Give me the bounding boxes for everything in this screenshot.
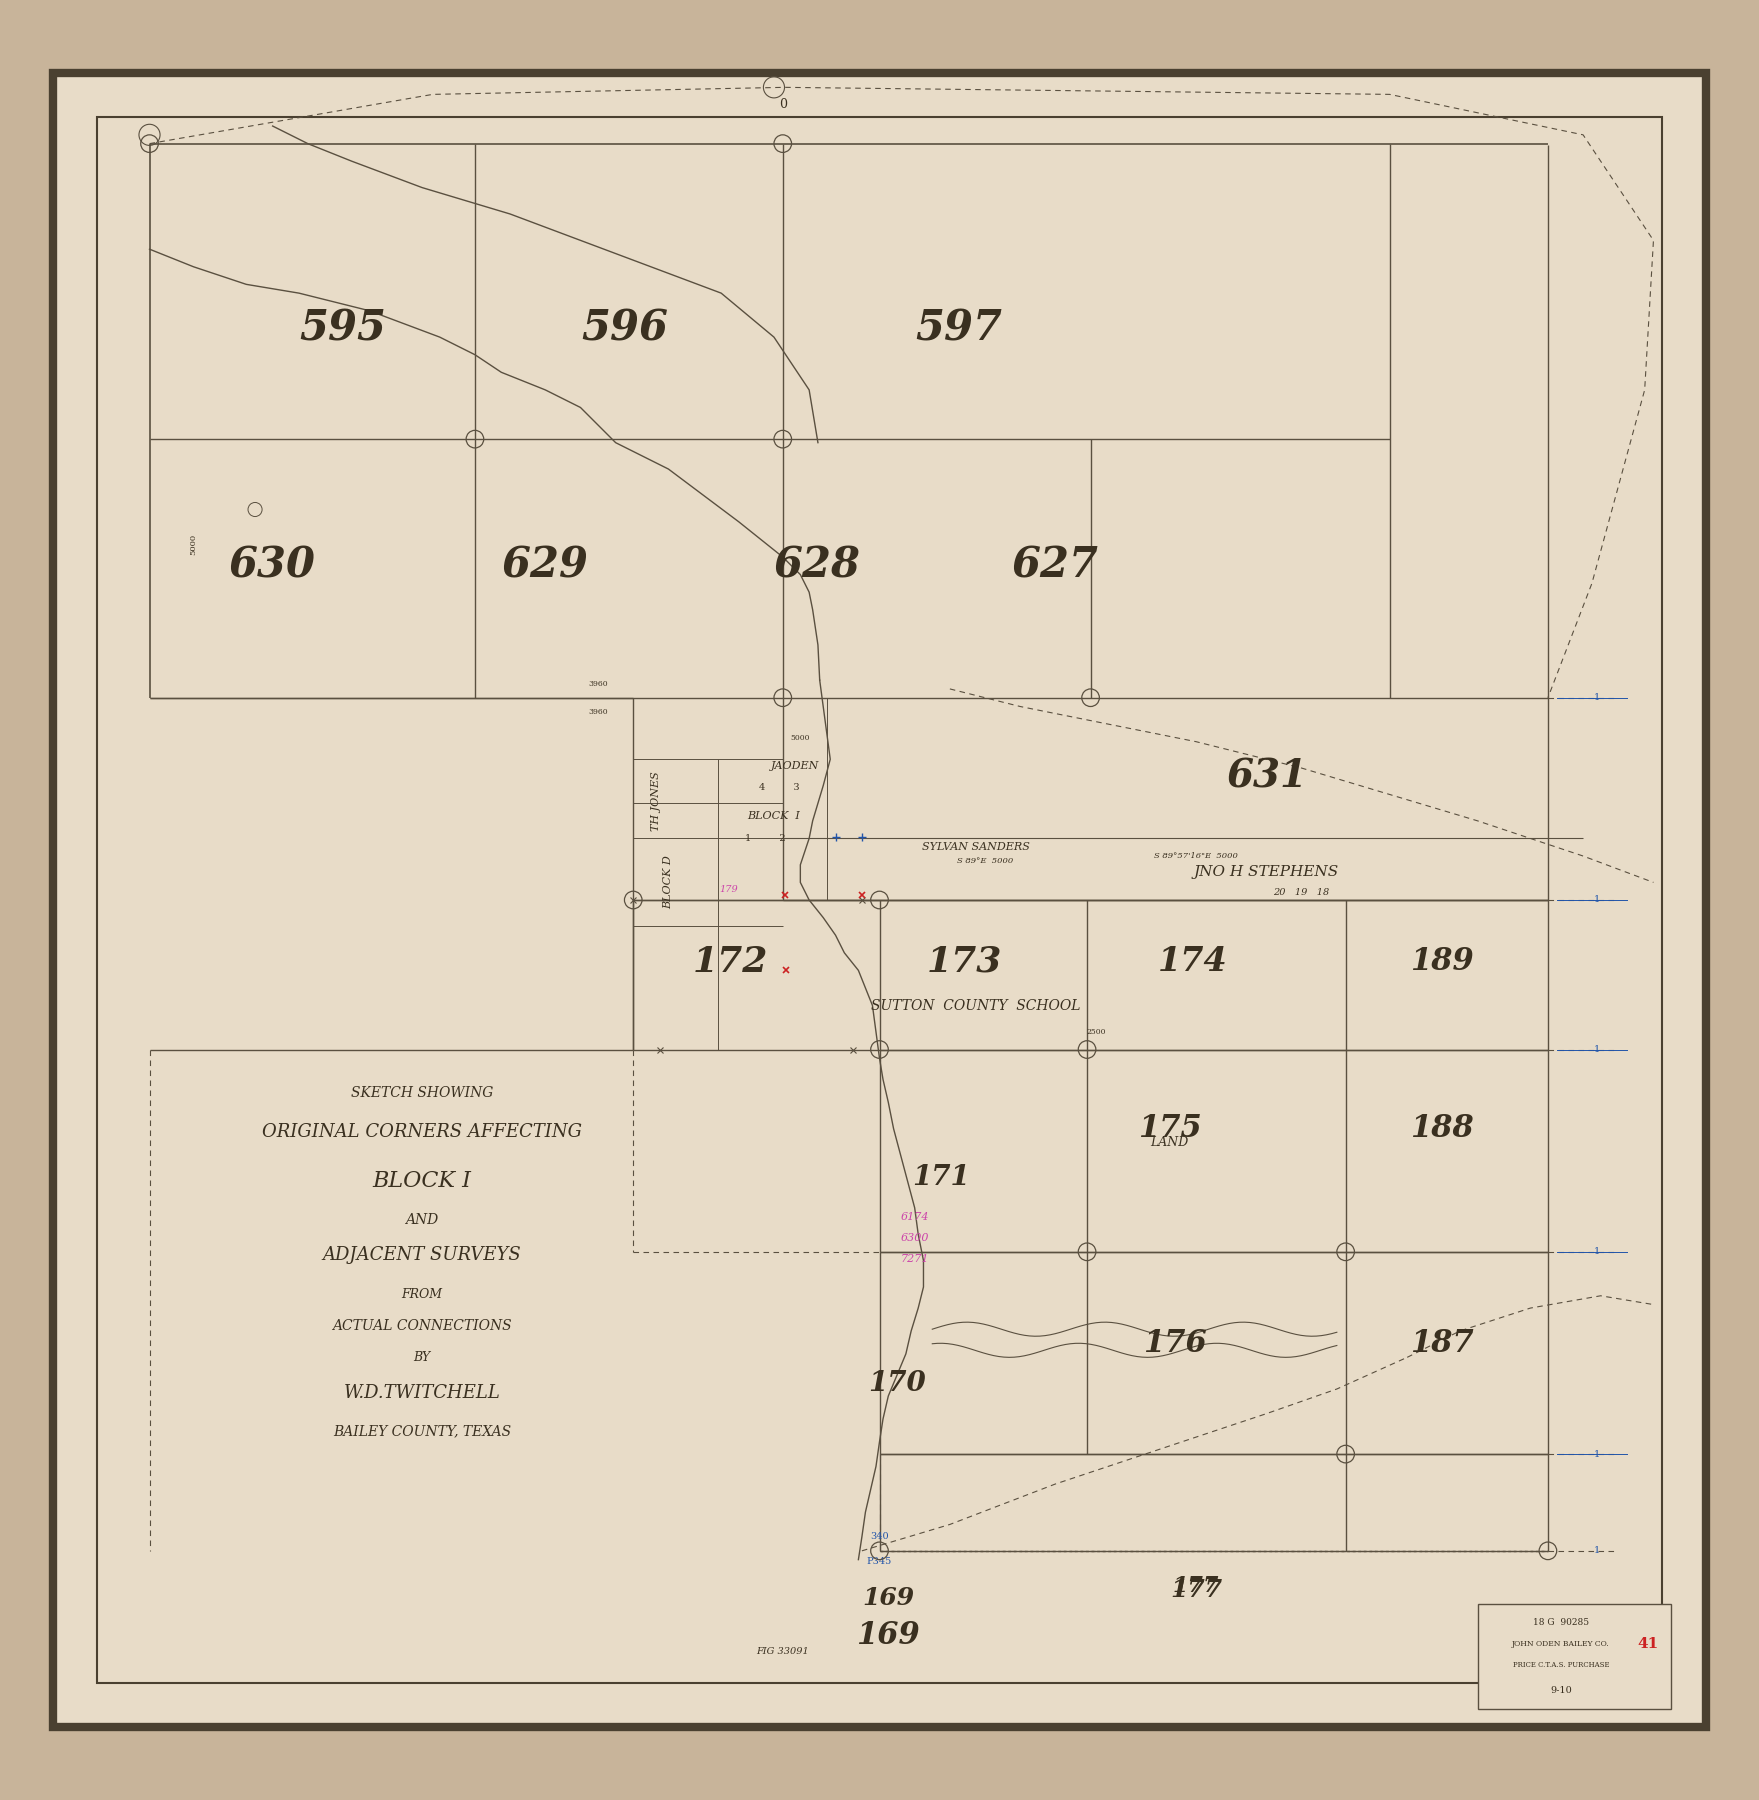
Text: 631: 631 [1226,758,1307,796]
Text: 179: 179 [719,886,737,895]
Text: JOHN ODEN BAILEY CO.: JOHN ODEN BAILEY CO. [1513,1640,1609,1647]
Text: 596: 596 [580,308,668,349]
Text: S 89°57'16"E  5000: S 89°57'16"E 5000 [1154,851,1238,860]
Text: 595: 595 [299,308,387,349]
Text: 169: 169 [857,1620,920,1651]
Text: 189: 189 [1411,947,1474,977]
Bar [97,117,1662,1683]
Text: 0: 0 [779,99,786,112]
Text: S 89°E  5000: S 89°E 5000 [957,857,1013,866]
Text: 3960: 3960 [588,707,609,716]
Text: BLOCK  I: BLOCK I [748,810,800,821]
Text: 41: 41 [1638,1636,1659,1651]
Text: ORIGINAL CORNERS AFFECTING: ORIGINAL CORNERS AFFECTING [262,1123,582,1141]
Text: BLOCK D: BLOCK D [663,855,674,909]
Text: AND: AND [406,1213,438,1228]
Text: FIG 33091: FIG 33091 [756,1647,809,1656]
Text: 627: 627 [1011,545,1099,587]
Text: TH JONES: TH JONES [651,772,661,832]
Text: 629: 629 [501,545,589,587]
Text: PRICE C.T.A.S. PURCHASE: PRICE C.T.A.S. PURCHASE [1513,1661,1609,1669]
Text: 172: 172 [693,945,767,979]
Text: 1: 1 [1594,693,1601,702]
Text: 1: 1 [1594,1449,1601,1458]
Text: BY: BY [413,1350,431,1364]
Text: 2500: 2500 [1085,1028,1106,1037]
Text: 630: 630 [229,545,317,587]
Text: BLOCK I: BLOCK I [373,1170,471,1192]
Text: SYLVAN SANDERS: SYLVAN SANDERS [922,842,1031,851]
Text: 176: 176 [1143,1328,1207,1359]
Bar [1478,1604,1671,1710]
Text: 188: 188 [1411,1112,1474,1145]
Text: 174: 174 [1157,945,1228,977]
Text: ACTUAL CONNECTIONS: ACTUAL CONNECTIONS [332,1319,512,1332]
Text: 3960: 3960 [588,680,609,688]
Text: FROM: FROM [401,1287,443,1301]
Text: 169: 169 [862,1586,915,1611]
Text: 177: 177 [1173,1575,1219,1597]
Text: 5000: 5000 [790,734,811,742]
Text: 340: 340 [871,1532,888,1541]
Text: ADJACENT SURVEYS: ADJACENT SURVEYS [324,1246,521,1264]
Text: 1: 1 [1594,1546,1601,1555]
Text: 6174: 6174 [901,1211,929,1222]
Text: 1         2: 1 2 [744,833,786,842]
Text: 171: 171 [913,1165,969,1192]
Text: 173: 173 [927,945,1001,979]
Text: 1: 1 [1594,1247,1601,1256]
Text: JNO H STEPHENS: JNO H STEPHENS [1194,864,1339,878]
Text: 1: 1 [1594,1046,1601,1055]
Text: 597: 597 [915,308,1003,349]
Text: 1: 1 [1594,896,1601,904]
Text: LAND: LAND [1150,1136,1189,1148]
Text: P345: P345 [867,1557,892,1566]
Text: JAODEN: JAODEN [770,761,820,772]
Text: 5000: 5000 [190,535,197,554]
Text: BAILEY COUNTY, TEXAS: BAILEY COUNTY, TEXAS [332,1424,512,1438]
Text: 170: 170 [869,1370,925,1397]
Text: 4         3: 4 3 [758,783,800,792]
Text: 177: 177 [1170,1577,1223,1602]
Text: 628: 628 [774,545,862,587]
Text: 6300: 6300 [901,1233,929,1242]
Text: 7271: 7271 [901,1255,929,1264]
Text: 187: 187 [1411,1328,1474,1359]
Text: 175: 175 [1138,1112,1201,1145]
Text: 18 G  90285: 18 G 90285 [1532,1618,1588,1627]
Text: SUTTON  COUNTY  SCHOOL: SUTTON COUNTY SCHOOL [871,999,1082,1013]
Text: 9-10: 9-10 [1550,1685,1571,1694]
Text: SKETCH SHOWING: SKETCH SHOWING [352,1087,493,1100]
Text: 20   19   18: 20 19 18 [1274,889,1330,898]
Text: W.D.TWITCHELL: W.D.TWITCHELL [343,1384,501,1402]
